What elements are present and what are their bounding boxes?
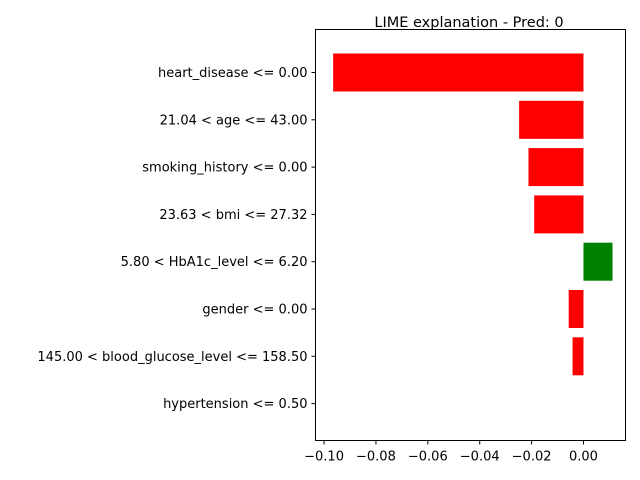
bar-6 (572, 337, 584, 376)
y-tick-label-5: gender <= 0.00 (202, 303, 307, 318)
y-tick-label-0: heart_disease <= 0.00 (158, 66, 308, 81)
plot-frame (315, 29, 626, 441)
bar-2 (528, 148, 584, 187)
chart-title: LIME explanation - Pred: 0 (374, 15, 563, 31)
bar-3 (534, 195, 584, 234)
y-tick-labels: heart_disease <= 0.00 21.04 < age <= 43.0… (37, 66, 316, 412)
y-tick-label-2: smoking_history <= 0.00 (142, 161, 307, 176)
bar-4 (583, 242, 613, 281)
x-tick-label-4: −0.02 (512, 450, 552, 465)
x-tick-label-2: −0.06 (408, 450, 448, 465)
y-tick-label-6: 145.00 < blood_glucose_level <= 158.50 (37, 350, 307, 365)
y-tick-label-4: 5.80 < HbA1c_level <= 6.20 (121, 255, 308, 270)
x-tick-label-5: 0.00 (569, 450, 598, 465)
y-tick-label-7: hypertension <= 0.50 (163, 397, 307, 412)
x-tick-label-0: −0.10 (304, 450, 344, 465)
x-tick-label-1: −0.08 (356, 450, 396, 465)
bar-5 (568, 290, 584, 328)
x-tick-label-3: −0.04 (460, 450, 500, 465)
x-ticks: −0.10 −0.08 −0.06 −0.04 −0.02 0.00 (304, 440, 598, 465)
y-tick-label-1: 21.04 < age <= 43.00 (160, 113, 308, 128)
bars (333, 53, 613, 376)
bar-0 (333, 53, 584, 92)
bar-1 (519, 100, 584, 139)
y-tick-label-3: 23.63 < bmi <= 27.32 (159, 208, 307, 223)
